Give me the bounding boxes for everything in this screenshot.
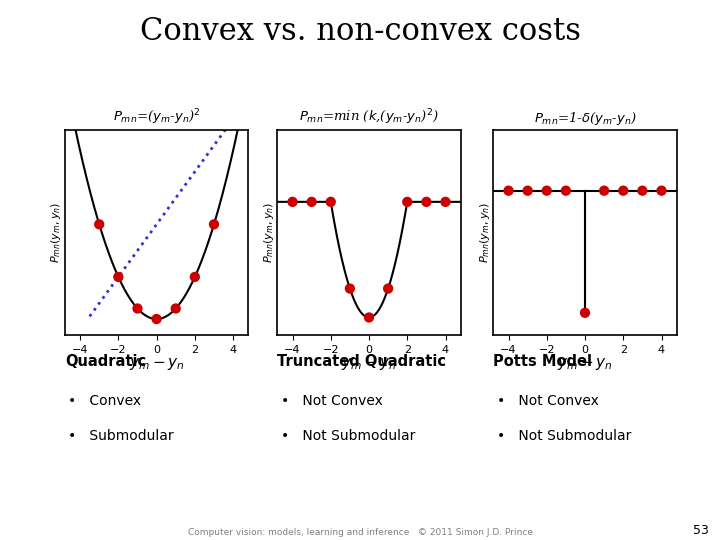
Y-axis label: $P_{mn}(y_m, y_n)$: $P_{mn}(y_m, y_n)$ (478, 201, 492, 263)
Point (150, 315, 162, 323)
Point (636, 186, 648, 195)
Point (560, 186, 572, 195)
Point (618, 186, 629, 195)
Point (420, 198, 432, 206)
Point (132, 304, 143, 313)
Text: •   Submodular: • Submodular (68, 429, 174, 443)
Text: •   Not Convex: • Not Convex (497, 394, 598, 408)
Point (503, 186, 514, 195)
Point (598, 186, 610, 195)
Text: $P_{mn}$=1-$\delta$($y_m$-$y_n$): $P_{mn}$=1-$\delta$($y_m$-$y_n$) (534, 110, 636, 127)
Text: •   Not Convex: • Not Convex (281, 394, 382, 408)
Text: $P_{mn}$=($y_m$-$y_n$)$^2$: $P_{mn}$=($y_m$-$y_n$)$^2$ (113, 107, 200, 127)
Point (189, 273, 201, 281)
X-axis label: $y_m - y_n$: $y_m - y_n$ (557, 356, 613, 372)
Point (656, 186, 667, 195)
Text: Truncated Quadratic: Truncated Quadratic (277, 354, 446, 369)
Text: •   Not Submodular: • Not Submodular (497, 429, 631, 443)
Point (170, 304, 181, 313)
Point (364, 313, 375, 322)
Point (440, 198, 451, 206)
X-axis label: $y_m - y_n$: $y_m - y_n$ (129, 356, 184, 372)
Text: $P_{mn}$=min ($k$,($y_m$-$y_n$)$^2$): $P_{mn}$=min ($k$,($y_m$-$y_n$)$^2$) (299, 107, 439, 127)
Point (579, 308, 590, 317)
Point (541, 186, 552, 195)
Point (344, 284, 356, 293)
Text: •   Convex: • Convex (68, 394, 142, 408)
Point (522, 186, 534, 195)
Text: Convex vs. non-convex costs: Convex vs. non-convex costs (140, 16, 580, 47)
Point (382, 284, 394, 293)
Point (287, 198, 298, 206)
Y-axis label: $P_{mn}(y_m, y_n)$: $P_{mn}(y_m, y_n)$ (50, 201, 63, 263)
Text: Potts Model: Potts Model (493, 354, 593, 369)
Y-axis label: $P_{mn}(y_m, y_n)$: $P_{mn}(y_m, y_n)$ (262, 201, 276, 263)
Point (112, 273, 124, 281)
Point (402, 198, 413, 206)
Point (325, 198, 336, 206)
Text: Computer vision: models, learning and inference   © 2011 Simon J.D. Prince: Computer vision: models, learning and in… (187, 528, 533, 537)
Point (94, 220, 105, 228)
Text: Quadratic: Quadratic (65, 354, 146, 369)
Text: 53: 53 (693, 524, 709, 537)
Point (306, 198, 318, 206)
X-axis label: $y_m - y_n$: $y_m - y_n$ (341, 356, 397, 372)
Point (208, 220, 220, 228)
Text: •   Not Submodular: • Not Submodular (281, 429, 415, 443)
